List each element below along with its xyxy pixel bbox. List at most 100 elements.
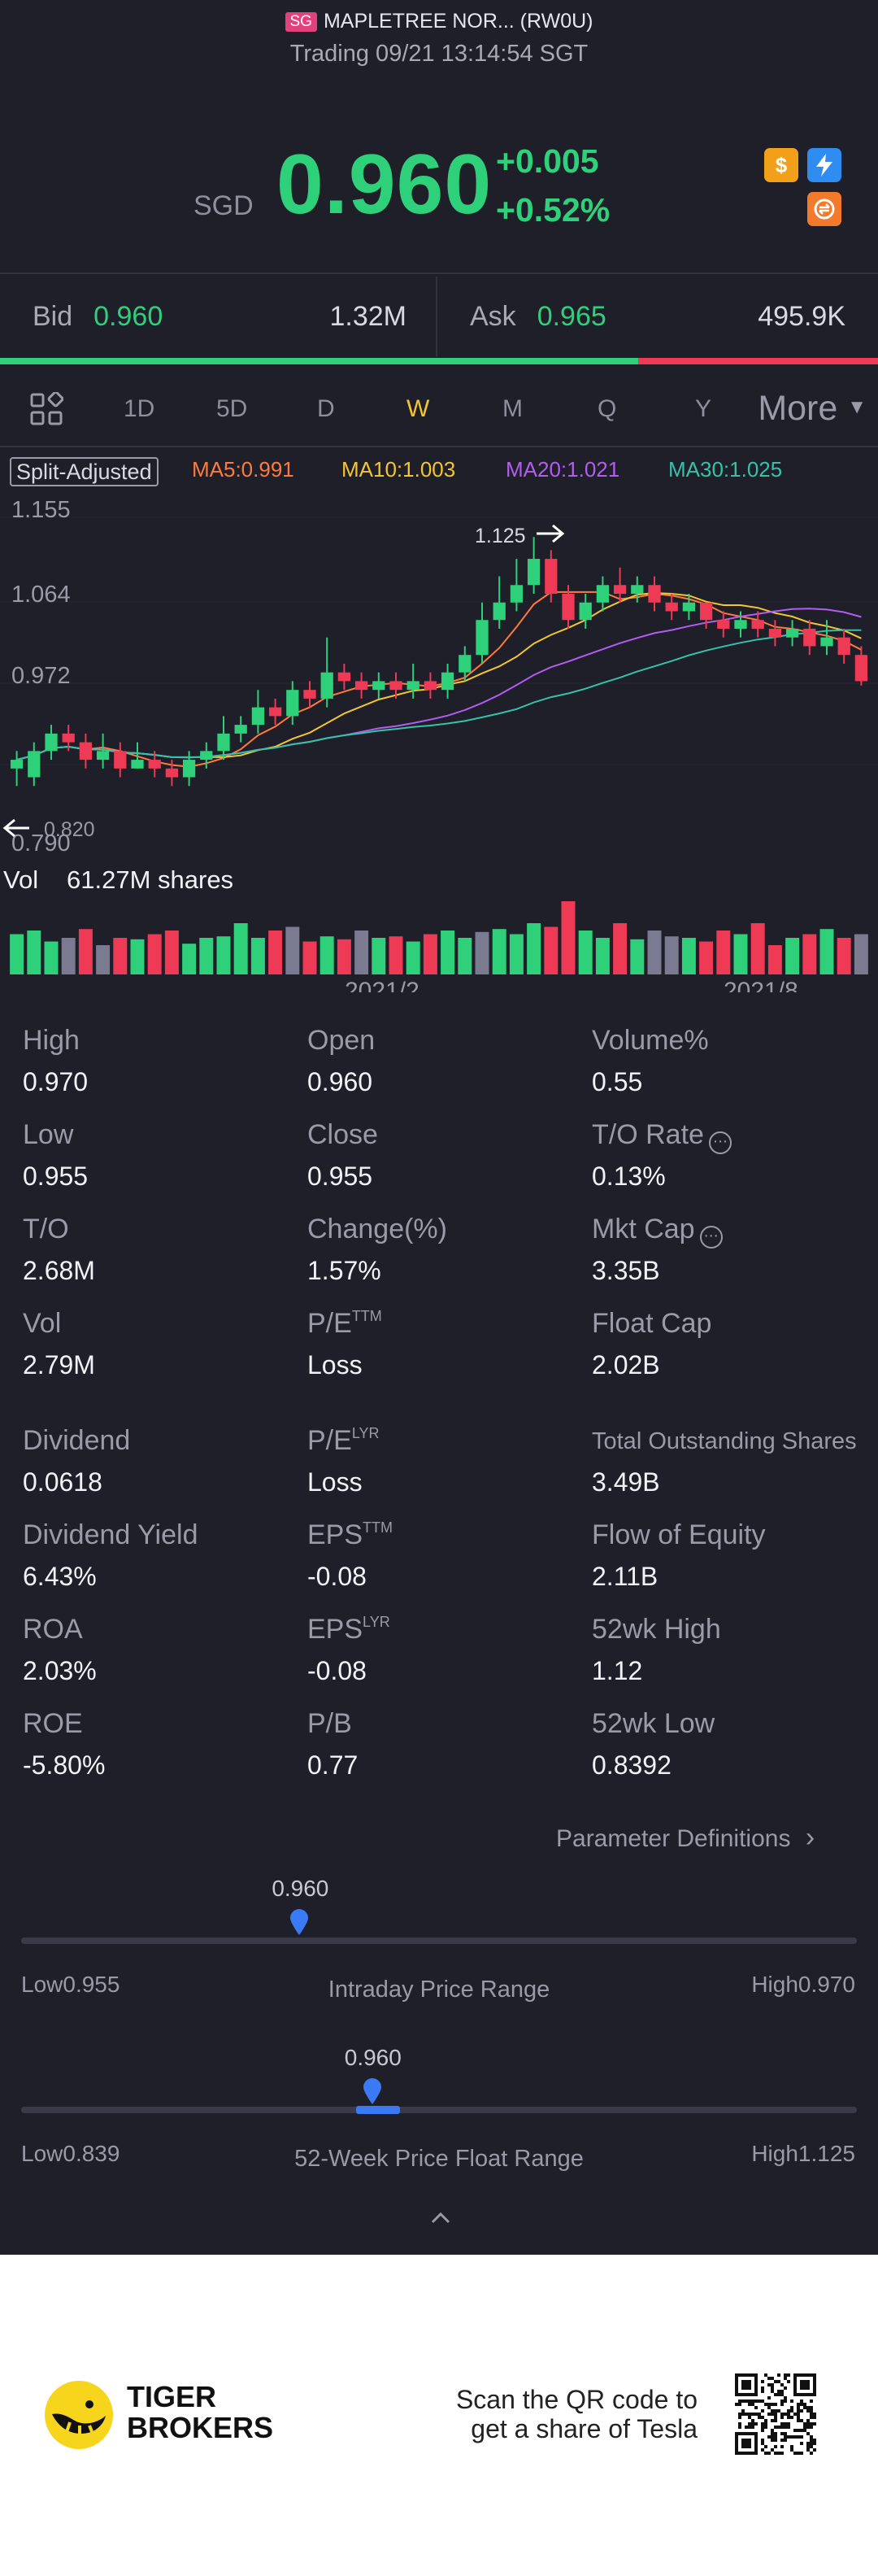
candle: [182, 751, 196, 787]
candle: [217, 716, 230, 761]
candle: [303, 681, 316, 708]
high-annotation: 1.125: [475, 525, 526, 547]
stat-label-text: Mkt Cap: [592, 1214, 695, 1244]
volume-bar: [164, 931, 179, 974]
stat-label: Close: [307, 1119, 378, 1151]
candle: [148, 751, 161, 778]
ask-section[interactable]: Ask 0.965 495.9K: [470, 274, 845, 359]
stat-label: EPSLYR: [307, 1614, 390, 1645]
stat-value: -0.08: [307, 1562, 367, 1591]
volume-bar: [785, 938, 800, 974]
candle: [648, 576, 661, 612]
candle: [510, 559, 524, 612]
volume-bar: [544, 926, 559, 974]
volume-bar: [613, 923, 628, 974]
arrow-left-icon: [2, 818, 29, 838]
tab-d[interactable]: D: [317, 395, 335, 422]
volume-bar: [819, 929, 834, 974]
period-tabs: 1D 5D D W M Q Y More ▼: [0, 381, 878, 438]
intraday-current-price: 0.960: [272, 1876, 329, 1901]
tab-1d[interactable]: 1D: [124, 395, 155, 422]
exchange-icon[interactable]: [807, 192, 841, 226]
volume-bar: [354, 931, 369, 974]
dollar-icon[interactable]: $: [764, 148, 798, 182]
stat-value: Loss: [307, 1350, 363, 1380]
stat-label-text: Open: [307, 1025, 376, 1056]
candle: [579, 594, 592, 629]
stat-label-text: High: [23, 1025, 80, 1056]
candle: [493, 576, 506, 629]
parameter-definitions-link[interactable]: Parameter Definitions ›: [556, 1822, 815, 1854]
stat-label[interactable]: Mkt Cap ⋯: [592, 1214, 723, 1249]
ma30-line: [16, 629, 862, 761]
stat-value: 2.11B: [592, 1562, 658, 1591]
volume-bar: [233, 923, 248, 974]
volume-bar: [372, 938, 386, 974]
stat-label: 52wk High: [592, 1614, 721, 1645]
bid-size: 1.32M: [329, 300, 407, 332]
tab-y[interactable]: Y: [695, 395, 712, 422]
y-tick-label: 1.064: [11, 582, 71, 608]
week52-range-fill: [355, 2106, 400, 2114]
candle: [45, 725, 58, 761]
flash-icon[interactable]: [807, 148, 841, 182]
stat-value: 2.03%: [23, 1656, 97, 1685]
bid-section[interactable]: Bid 0.960 1.32M: [33, 274, 406, 359]
volume-bar: [27, 931, 41, 974]
volume-bar: [302, 941, 317, 974]
info-icon[interactable]: ⋯: [699, 1226, 723, 1249]
candle: [717, 611, 730, 638]
candle: [837, 628, 850, 664]
low-annotation: 0.820: [44, 818, 95, 841]
stat-label-text: Close: [307, 1119, 378, 1150]
stat-label-text: Volume%: [592, 1025, 709, 1056]
info-icon[interactable]: ⋯: [708, 1131, 732, 1154]
volume-bar: [96, 945, 111, 974]
week52-range-track: [21, 2107, 857, 2113]
stat-label: EPSTTM: [307, 1519, 393, 1551]
more-tab[interactable]: More ▼: [758, 389, 867, 429]
stat-value: -0.08: [307, 1656, 367, 1685]
volume-bar: [199, 938, 214, 974]
tab-5d[interactable]: 5D: [216, 395, 248, 422]
chevron-up-icon[interactable]: [429, 2209, 452, 2225]
stat-label-text: Flow of Equity: [592, 1519, 766, 1550]
currency-label: SGD: [193, 190, 254, 221]
stat-label: Open: [307, 1025, 375, 1057]
stat-label[interactable]: T/O Rate ⋯: [592, 1119, 732, 1154]
stat-value: 0.77: [307, 1750, 359, 1780]
candle: [28, 742, 41, 787]
volume-bar: [113, 938, 128, 974]
stat-label: Low: [23, 1119, 73, 1151]
split-adjusted-toggle[interactable]: Split-Adjusted: [10, 457, 159, 486]
trading-status: Trading 09/21 13:14:54 SGT: [289, 41, 589, 67]
candle: [459, 646, 472, 682]
ma30-label: MA30:1.025: [668, 457, 783, 482]
volume-bar: [716, 931, 731, 974]
stat-label: Dividend: [23, 1425, 130, 1457]
tab-m[interactable]: M: [502, 395, 523, 422]
stat-label: High: [23, 1025, 80, 1057]
qr-code-icon[interactable]: [735, 2373, 816, 2455]
stat-label-text: Vol: [23, 1308, 62, 1339]
low-value: 0.955: [63, 1972, 120, 1997]
low-label: Low: [21, 2141, 63, 2166]
price-chart[interactable]: 1.155 1.064 0.972 0.790 1.125 0.820 Vol …: [0, 488, 878, 992]
stat-label-superscript: LYR: [351, 1425, 380, 1441]
x-tick-label: 2021/8: [724, 978, 798, 992]
volume-bar: [78, 929, 93, 974]
intraday-range-track: [21, 1937, 857, 1944]
tab-q[interactable]: Q: [598, 395, 617, 422]
candle: [389, 672, 402, 699]
market-badge: SG: [285, 12, 317, 32]
volume-bar: [337, 939, 351, 974]
candle: [596, 576, 610, 612]
volume-bar: [182, 944, 197, 974]
x-tick-label: 2021/2: [345, 978, 419, 992]
stat-value: 1.57%: [307, 1256, 381, 1285]
volume-bar: [250, 938, 265, 974]
tab-w[interactable]: W: [406, 395, 430, 422]
stat-value: 2.02B: [592, 1350, 660, 1380]
high-value: 1.125: [798, 2141, 855, 2166]
grid-layout-icon[interactable]: [29, 390, 64, 430]
